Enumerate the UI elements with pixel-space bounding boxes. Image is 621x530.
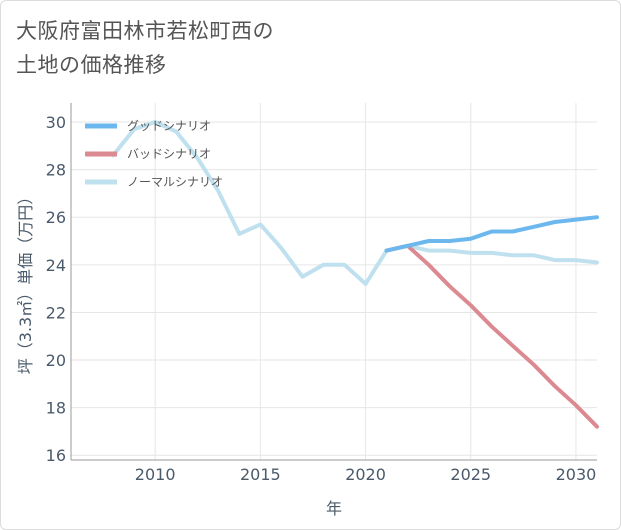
x-axis-ticks: 2010 2015 2020 2025 2030 — [135, 465, 597, 484]
plot-frame — [70, 103, 597, 461]
y-tick-label: 20 — [46, 351, 66, 370]
chart-title: 大阪府富田林市若松町西の 土地の価格推移 — [16, 14, 274, 82]
x-tick-label: 2025 — [450, 465, 491, 484]
y-axis-title: 坪（3.3㎡）単価（万円） — [16, 189, 35, 374]
y-tick-label: 16 — [46, 446, 66, 465]
y-tick-label: 30 — [46, 113, 66, 132]
series-lines — [111, 120, 599, 429]
legend-label-1: バッドシナリオ — [127, 147, 211, 161]
chart-title-line-1: 大阪府富田林市若松町西の — [16, 19, 274, 43]
y-tick-label: 22 — [46, 303, 66, 322]
x-axis-title: 年 — [326, 499, 342, 518]
x-tick-label: 2010 — [135, 465, 176, 484]
series-line-2 — [111, 120, 599, 286]
chart-title-line-2: 土地の価格推移 — [16, 53, 167, 77]
x-tick-label: 2030 — [556, 465, 597, 484]
y-tick-label: 28 — [46, 161, 66, 180]
series-line-1 — [384, 243, 599, 429]
y-tick-label: 18 — [46, 399, 66, 418]
legend-label-2: ノーマルシナリオ — [127, 175, 223, 189]
y-tick-label: 26 — [46, 208, 66, 227]
x-tick-label: 2015 — [240, 465, 281, 484]
y-axis-ticks: 16 18 20 22 24 26 28 30 — [46, 113, 66, 465]
series-line-0 — [384, 215, 599, 253]
legend-label-0: グッドシナリオ — [127, 119, 211, 133]
y-tick-label: 24 — [46, 256, 66, 275]
x-tick-label: 2020 — [345, 465, 386, 484]
